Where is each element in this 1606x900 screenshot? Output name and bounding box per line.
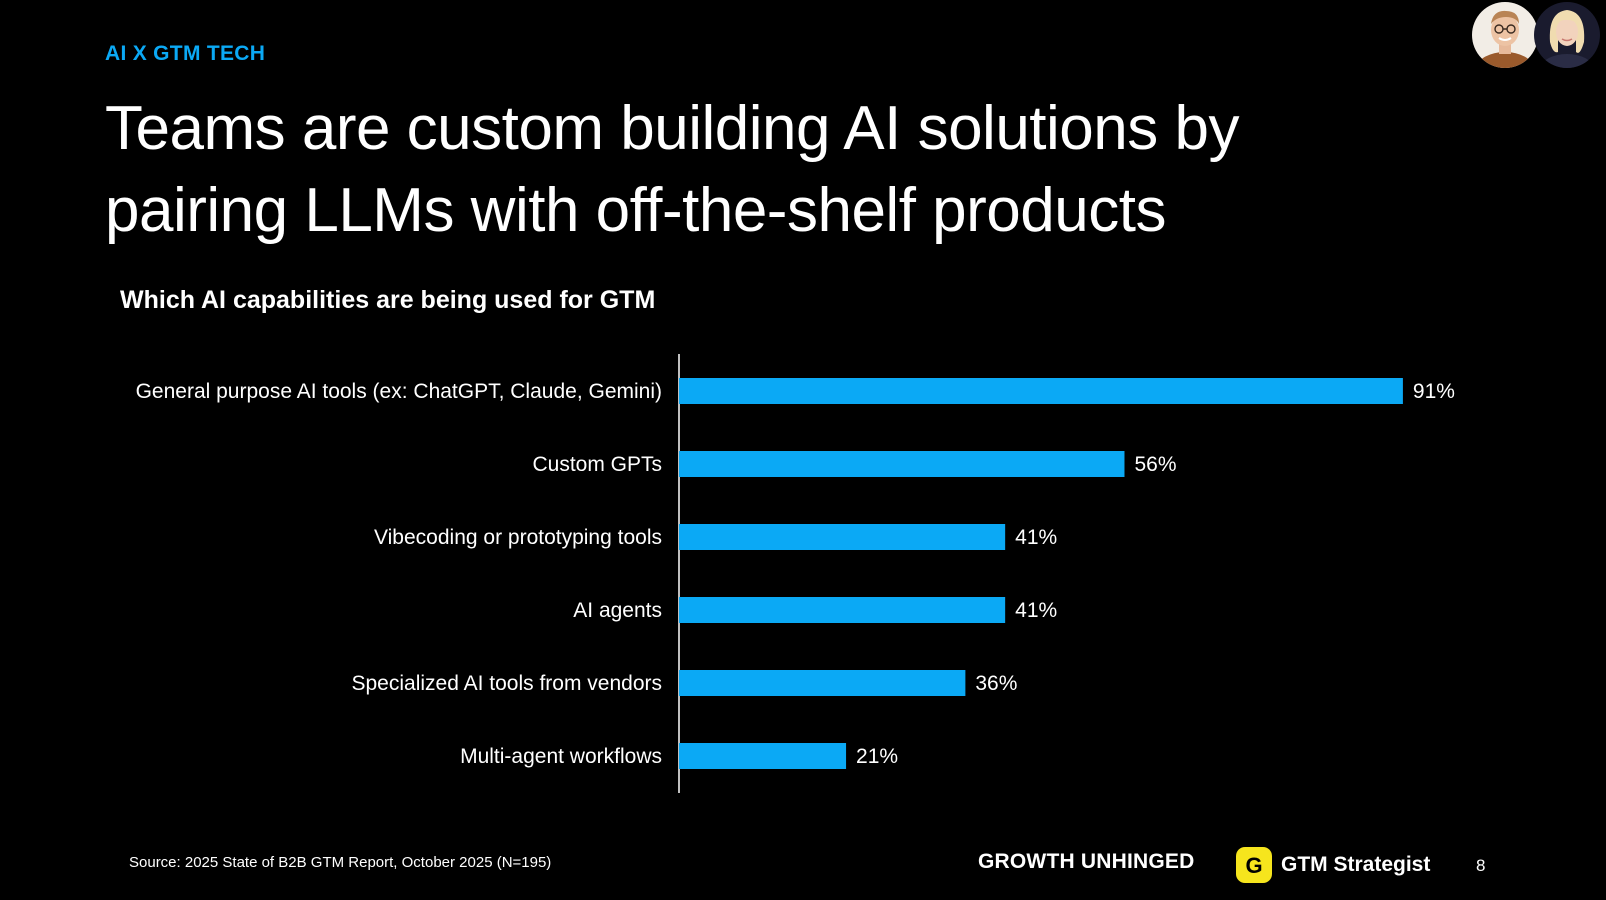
avatar-presenter-1 [1472,2,1538,68]
category-label-2: Custom GPTs [532,453,662,476]
brand-gtm-strategist: G GTM Strategist [1236,846,1430,884]
footer-source: Source: 2025 State of B2B GTM Report, Oc… [129,854,552,871]
gtm-logo-letter: G [1245,853,1262,878]
presenter-avatars [1472,0,1606,70]
chart-title: Which AI capabilities are being used for… [120,286,656,314]
category-label-1: General purpose AI tools (ex: ChatGPT, C… [136,380,662,403]
gtm-strategist-logo-icon: G [1236,847,1272,883]
value-label-5: 36% [975,672,1017,695]
category-label-5: Specialized AI tools from vendors [352,672,663,695]
page-number: 8 [1476,856,1486,875]
value-label-1: 91% [1413,380,1455,403]
category-label-6: Multi-agent workflows [460,745,662,768]
gtm-strategist-label: GTM Strategist [1281,853,1431,876]
slide-headline: Teams are custom building AI solutions b… [105,88,1445,252]
eyebrow-label: AI X GTM TECH [105,42,266,65]
bar-5 [679,670,966,696]
bar-3 [679,524,1006,550]
bar-1 [679,378,1403,404]
value-label-2: 56% [1134,453,1176,476]
avatar-presenter-2 [1534,2,1600,68]
value-label-4: 41% [1015,599,1057,622]
gtm-logo-background [1236,847,1272,883]
bar-4 [679,597,1006,623]
headline-line-1: Teams are custom building AI solutions b… [105,94,1239,163]
category-label-3: Vibecoding or prototyping tools [374,526,662,549]
value-label-6: 21% [856,745,898,768]
headline-line-2: pairing LLMs with off-the-shelf products [105,176,1166,245]
category-label-4: AI agents [573,599,662,622]
brand-growth-unhinged: GROWTH UNHINGED [978,850,1195,873]
bar-6 [679,743,847,769]
bar-2 [679,451,1125,477]
value-label-3: 41% [1015,526,1057,549]
